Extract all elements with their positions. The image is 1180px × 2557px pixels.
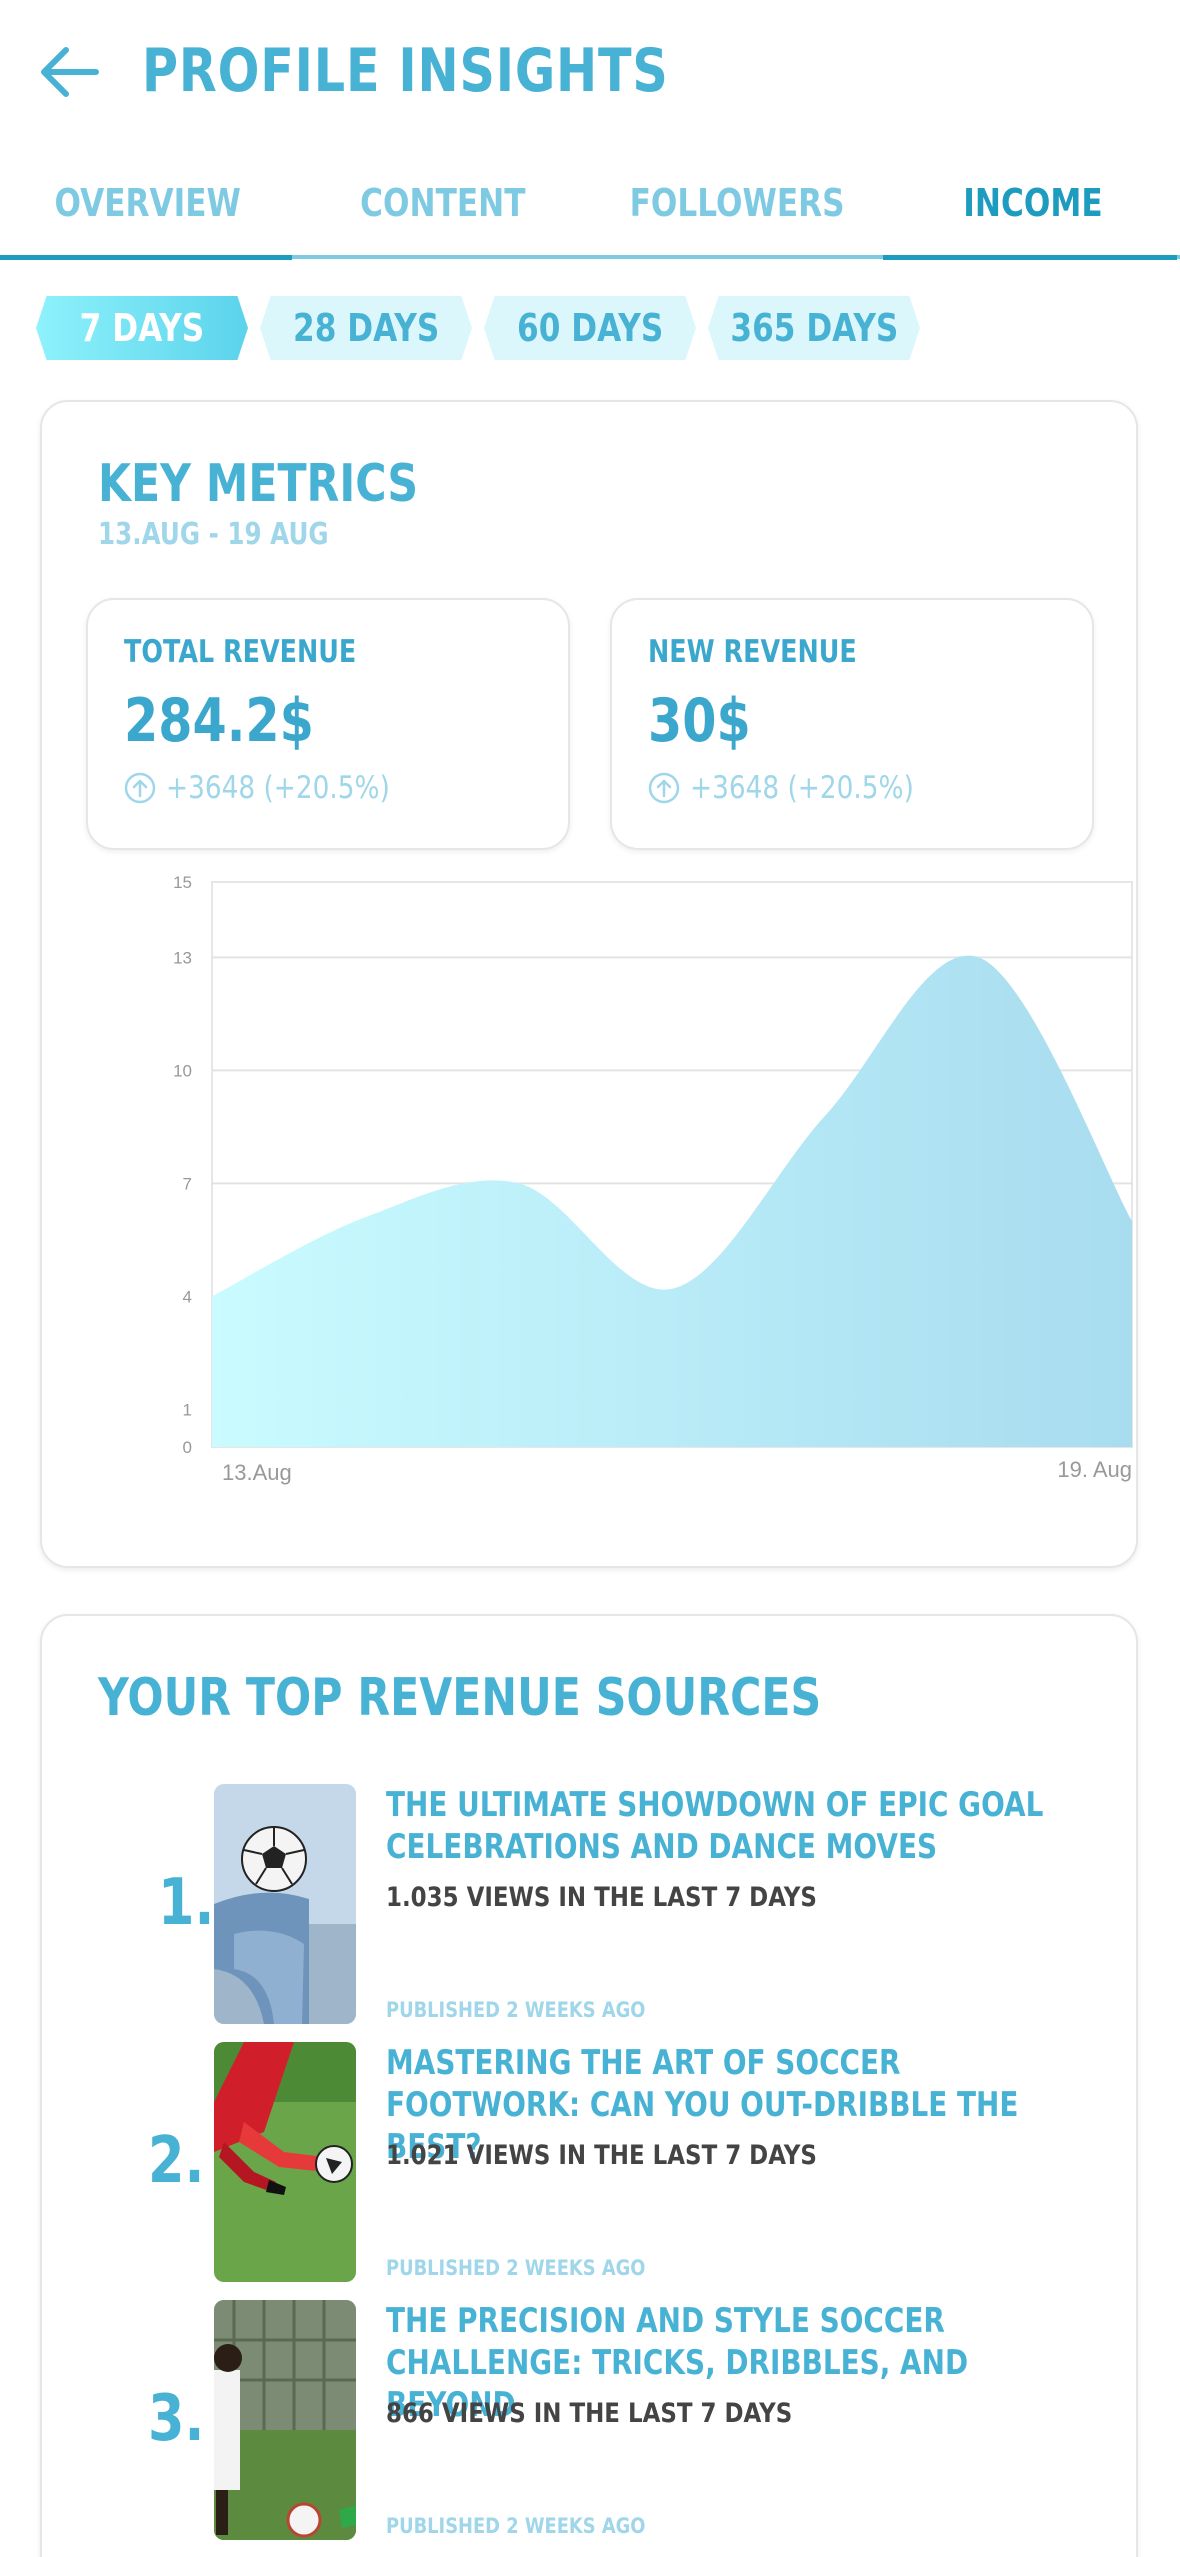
period-label: 365 DAYS xyxy=(730,306,898,350)
revenue-series-area xyxy=(212,955,1132,1447)
video-title-text: MASTERING THE ART OF SOCCER FOOTWORK: CA… xyxy=(386,2043,1019,2167)
revenue-sources-title: YOUR TOP REVENUE SOURCES xyxy=(98,1668,822,1728)
tab-income[interactable]: INCOME xyxy=(885,168,1180,262)
period-365-days[interactable]: 365 DAYS xyxy=(708,296,920,360)
x-tick-label: 19. Aug xyxy=(1057,1457,1132,1482)
new-revenue-change: +3648 (+20.5%) xyxy=(648,770,953,806)
arrow-up-circle-icon xyxy=(648,772,680,804)
tab-followers[interactable]: FOLLOWERS xyxy=(590,168,885,262)
tab-label: FOLLOWERS xyxy=(630,181,845,225)
list-item[interactable]: 2. MASTERING THE ART OF SOCCER FOOTWORK:… xyxy=(42,2042,1140,2282)
app-header: PROFILE INSIGHTS xyxy=(0,0,1180,145)
video-thumbnail[interactable] xyxy=(214,2300,356,2540)
published-date: PUBLISHED 2 WEEKS AGO xyxy=(386,2514,646,2538)
y-tick-label: 7 xyxy=(183,1174,192,1193)
list-item[interactable]: 1. THE ULTIMATE SHOWDOWN OF EPIC GOAL CE… xyxy=(42,1784,1140,2024)
video-views: 1.021 VIEWS IN THE LAST 7 DAYS xyxy=(386,2140,817,2171)
video-thumbnail[interactable] xyxy=(214,2042,356,2282)
video-title-text: THE ULTIMATE SHOWDOWN OF EPIC GOAL CELEB… xyxy=(386,1785,1044,1867)
tab-content[interactable]: CONTENT xyxy=(295,168,590,262)
chart-y-axis: 0 1 4 7 10 13 15 xyxy=(173,873,192,1457)
period-28-days[interactable]: 28 DAYS xyxy=(260,296,472,360)
tab-underline-left xyxy=(0,255,292,260)
video-thumbnail[interactable] xyxy=(214,1784,356,2024)
revenue-sources-card: YOUR TOP REVENUE SOURCES 1. THE ULTIMATE… xyxy=(40,1614,1138,2557)
back-button[interactable] xyxy=(38,44,100,100)
rank-number: 3. xyxy=(148,2382,205,2456)
total-revenue-value: 284.2$ xyxy=(124,686,314,756)
y-tick-label: 4 xyxy=(183,1287,192,1306)
y-tick-label: 0 xyxy=(183,1438,192,1457)
video-views: 866 VIEWS IN THE LAST 7 DAYS xyxy=(386,2398,793,2429)
key-metrics-card: KEY METRICS 13.AUG - 19 AUG TOTAL REVENU… xyxy=(40,400,1138,1568)
y-tick-label: 15 xyxy=(173,873,192,892)
change-text: +3648 (+20.5%) xyxy=(690,770,914,806)
video-title[interactable]: THE PRECISION AND STYLE SOCCER CHALLENGE… xyxy=(386,2300,1076,2426)
tab-label: INCOME xyxy=(962,181,1103,225)
new-revenue-value: 30$ xyxy=(648,686,751,756)
change-text: +3648 (+20.5%) xyxy=(166,770,390,806)
video-title-text: THE PRECISION AND STYLE SOCCER CHALLENGE… xyxy=(386,2301,969,2425)
total-revenue-box[interactable]: TOTAL REVENUE 284.2$ +3648 (+20.5%) xyxy=(86,598,570,850)
tabs-divider xyxy=(0,255,1180,259)
active-tab-indicator xyxy=(883,255,1177,260)
period-filter: 7 DAYS 28 DAYS 60 DAYS 365 DAYS xyxy=(0,296,1180,366)
arrow-left-icon xyxy=(41,47,99,97)
total-revenue-label: TOTAL REVENUE xyxy=(124,634,357,670)
y-tick-label: 10 xyxy=(173,1061,192,1080)
rank-number: 1. xyxy=(158,1866,215,1940)
tab-bar: OVERVIEW CONTENT FOLLOWERS INCOME xyxy=(0,168,1180,262)
rank-number: 2. xyxy=(148,2124,205,2198)
period-label: 7 DAYS xyxy=(79,306,205,350)
published-date: PUBLISHED 2 WEEKS AGO xyxy=(386,2256,646,2280)
tab-label: OVERVIEW xyxy=(54,181,241,225)
period-60-days[interactable]: 60 DAYS xyxy=(484,296,696,360)
revenue-area-chart: 0 1 4 7 10 13 15 13.Aug 19. Aug xyxy=(173,873,1133,1485)
video-views: 1.035 VIEWS IN THE LAST 7 DAYS xyxy=(386,1882,817,1913)
period-label: 28 DAYS xyxy=(292,306,440,350)
tab-label: CONTENT xyxy=(359,181,526,225)
period-label: 60 DAYS xyxy=(516,306,664,350)
date-range: 13.AUG - 19 AUG xyxy=(98,517,329,552)
y-tick-label: 1 xyxy=(183,1400,192,1419)
list-item[interactable]: 3. THE PRECISION AND STYLE SOCCER CHALLE… xyxy=(42,2300,1140,2540)
page-title: PROFILE INSIGHTS xyxy=(142,36,669,106)
tab-overview[interactable]: OVERVIEW xyxy=(0,168,295,262)
video-title[interactable]: THE ULTIMATE SHOWDOWN OF EPIC GOAL CELEB… xyxy=(386,1784,1076,1868)
arrow-up-circle-icon xyxy=(124,772,156,804)
total-revenue-change: +3648 (+20.5%) xyxy=(124,770,429,806)
video-title[interactable]: MASTERING THE ART OF SOCCER FOOTWORK: CA… xyxy=(386,2042,1076,2168)
published-date: PUBLISHED 2 WEEKS AGO xyxy=(386,1998,646,2022)
x-tick-label: 13.Aug xyxy=(222,1460,292,1485)
new-revenue-label: NEW REVENUE xyxy=(648,634,857,670)
period-7-days[interactable]: 7 DAYS xyxy=(36,296,248,360)
key-metrics-title: KEY METRICS xyxy=(98,454,419,514)
new-revenue-box[interactable]: NEW REVENUE 30$ +3648 (+20.5%) xyxy=(610,598,1094,850)
y-tick-label: 13 xyxy=(173,948,192,967)
